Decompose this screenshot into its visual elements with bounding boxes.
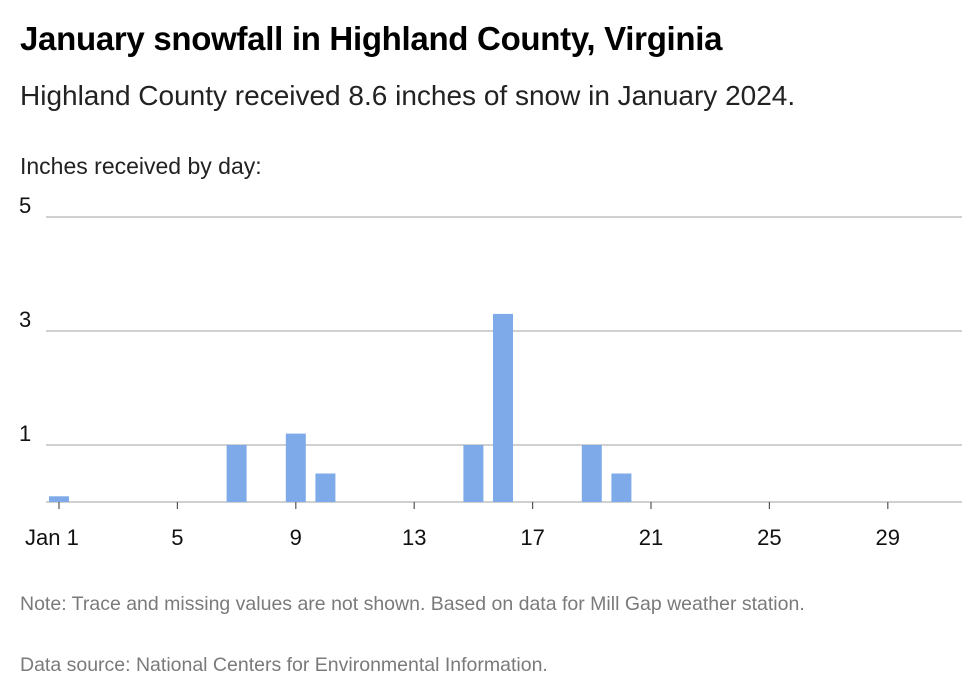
chart-title: January snowfall in Highland County, Vir… — [20, 20, 723, 57]
bar-jan-9 — [285, 433, 306, 502]
chart-note: Note: Trace and missing values are not s… — [20, 593, 805, 615]
bar-jan-15 — [463, 445, 484, 502]
bar-jan-19 — [581, 445, 602, 502]
bar-jan-20 — [611, 473, 632, 502]
chart-subtitle: Highland County received 8.6 inches of s… — [20, 80, 796, 111]
x-tick-9: 9 — [290, 525, 302, 550]
y-axis-label: Inches received by day: — [20, 153, 262, 179]
x-tick-17: 17 — [520, 525, 544, 550]
x-tick-1: Jan 1 — [25, 525, 79, 550]
x-tick-5: 5 — [171, 525, 183, 550]
bar-jan-10 — [315, 473, 336, 502]
y-tick-1: 1 — [19, 421, 31, 446]
x-tick-29: 29 — [876, 525, 900, 550]
x-tick-25: 25 — [757, 525, 781, 550]
x-tick-labels: Jan 1 5 9 13 17 21 25 29 — [25, 502, 900, 550]
snowfall-bar-chart: 135 Jan 1 5 9 13 17 21 25 29 — [19, 193, 962, 550]
x-tick-21: 21 — [639, 525, 663, 550]
bar-jan-16 — [493, 313, 513, 502]
bars — [49, 313, 632, 502]
y-tick-5: 5 — [19, 193, 31, 218]
data-source: Data source: National Centers for Enviro… — [20, 654, 548, 676]
bar-jan-1 — [49, 496, 69, 502]
bar-jan-7 — [226, 445, 247, 502]
x-tick-13: 13 — [402, 525, 426, 550]
y-tick-3: 3 — [19, 307, 31, 332]
y-tick-labels: 1 3 5 — [19, 193, 31, 446]
